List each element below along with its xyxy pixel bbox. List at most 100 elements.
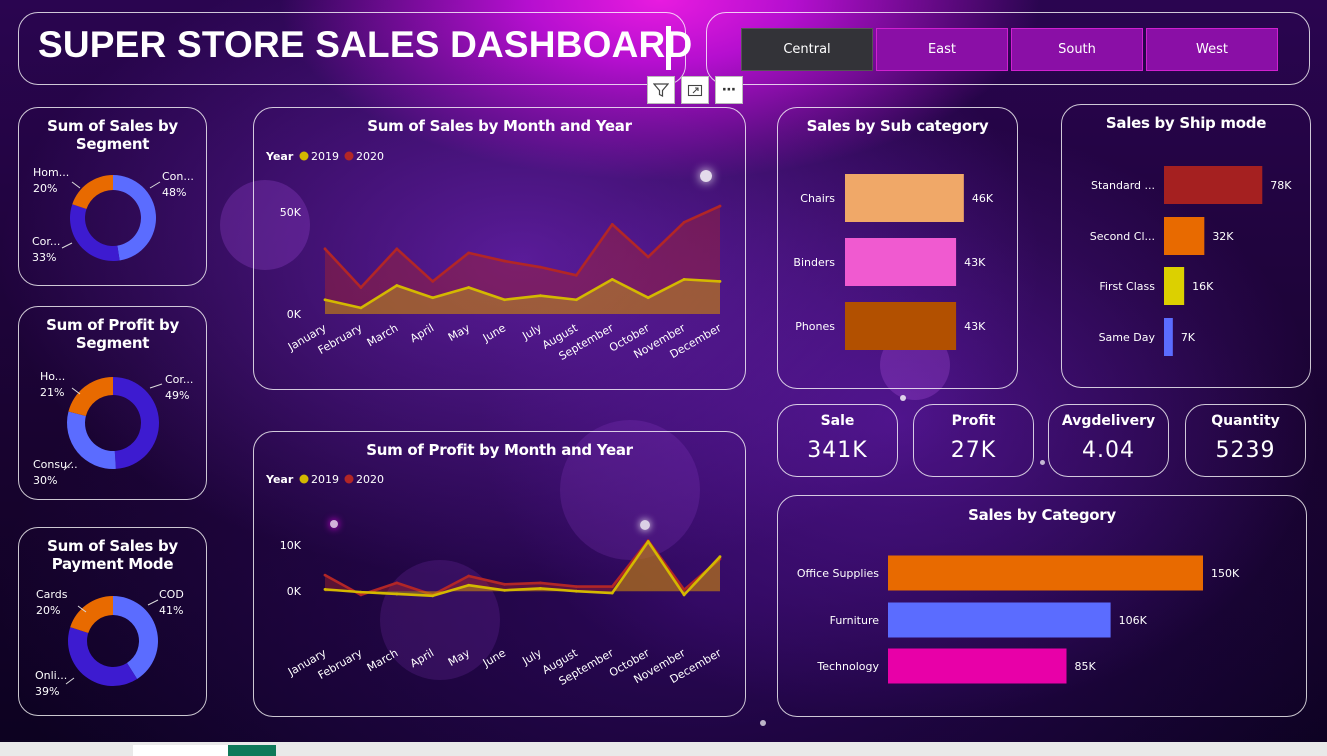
profit-month-point-2020-6 xyxy=(539,581,542,585)
profit-month-point-2019-5 xyxy=(503,588,506,592)
profit-month-point-2019-2 xyxy=(395,592,399,596)
region-button-central[interactable]: Central xyxy=(741,28,873,71)
category-bar-0 xyxy=(888,555,1203,591)
payment-mode-leader-1 xyxy=(65,677,75,685)
kpi-profit-card: Profit 27K xyxy=(913,404,1034,477)
shipmode-category-2: First Class xyxy=(1099,280,1155,293)
subcategory-value-0: 46K xyxy=(972,192,994,205)
profit-month-point-2019-6 xyxy=(539,587,542,590)
payment-mode-leader-2 xyxy=(77,605,87,613)
profit-month-point-2020-5 xyxy=(503,582,506,586)
shipmode-value-0: 78K xyxy=(1270,179,1292,192)
app-status-bar xyxy=(0,742,1327,756)
profit-segment-slice-pct-0: 49% xyxy=(165,389,189,402)
category-panel: Sales by Category xyxy=(777,495,1307,717)
filter-icon[interactable] xyxy=(647,76,675,104)
sales-month-area-2019 xyxy=(325,279,720,314)
shipmode-bar-1 xyxy=(1164,217,1205,255)
sales-month-point-2020-0 xyxy=(323,247,327,251)
sales-segment-slice-0 xyxy=(113,175,157,261)
dashboard-title: SUPER STORE SALES DASHBOARD xyxy=(38,24,693,65)
subcategory-category-0: Chairs xyxy=(800,192,835,205)
sales-month-point-2019-6 xyxy=(539,294,542,298)
sales-month-point-2019-8 xyxy=(610,277,614,281)
sales-segment-leader-0 xyxy=(149,181,161,189)
region-button-east[interactable]: East xyxy=(876,28,1008,71)
sales-segment-title: Sum of Sales by Segment xyxy=(47,117,178,153)
profit-month-legend-title: Year xyxy=(265,473,294,486)
shipmode-value-1: 32K xyxy=(1212,230,1234,243)
subcategory-title: Sales by Sub category xyxy=(806,117,989,135)
profit-month-point-2019-7 xyxy=(574,589,578,593)
shipmode-category-1: Second Cl... xyxy=(1090,230,1155,243)
payment-mode-slice-pct-1: 39% xyxy=(35,685,59,698)
more-options-icon[interactable]: ⋯ xyxy=(715,76,743,104)
profit-month-point-2020-0 xyxy=(323,573,327,577)
subcategory-panel: Sales by Sub category xyxy=(777,107,1018,389)
sheet-tab-active[interactable] xyxy=(228,745,276,756)
profit-month-xtick-3: April xyxy=(408,646,436,670)
sales-month-legend-dot-0 xyxy=(299,151,309,161)
kpi-quantity-title: Quantity xyxy=(1211,413,1280,429)
payment-mode-slice-1 xyxy=(67,627,138,687)
sales-segment-slice-pct-1: 33% xyxy=(32,251,56,264)
kpi-sale-value: 341K xyxy=(807,438,868,463)
sales-segment-slice-1 xyxy=(70,204,120,261)
profit-month-line-2019 xyxy=(324,540,721,598)
profit-segment-slice-label-1: Consu... xyxy=(33,458,78,471)
kpi-delivery-title: Avgdelivery xyxy=(1061,413,1156,429)
subcategory-bar-1 xyxy=(845,238,957,286)
profit-month-legend-label-1: 2020 xyxy=(356,473,384,486)
profit-month-legend-dot-0 xyxy=(299,474,309,484)
sales-month-legend-title: Year xyxy=(265,150,294,163)
sales-month-line-2019 xyxy=(324,278,721,310)
subcategory-value-1: 43K xyxy=(964,256,986,269)
profit-month-ytick-1: 10K xyxy=(280,539,302,552)
subcategory-category-1: Binders xyxy=(793,256,835,269)
sales-month-xtick-5: June xyxy=(480,321,508,345)
shipmode-category-0: Standard ... xyxy=(1091,179,1155,192)
shipmode-bar-2 xyxy=(1164,267,1185,305)
profit-segment-leader-1 xyxy=(63,461,73,471)
profit-segment-panel: Sum of Profit by Segment xyxy=(18,306,207,500)
sales-month-point-2019-2 xyxy=(395,284,399,287)
profit-month-point-2019-8 xyxy=(610,591,614,595)
profit-month-panel: Sum of Profit by Month and Year xyxy=(253,431,746,717)
sales-segment-slice-pct-0: 48% xyxy=(162,186,186,199)
sales-segment-leader-2 xyxy=(71,181,81,189)
category-title: Sales by Category xyxy=(968,506,1116,524)
payment-mode-leader-0 xyxy=(147,599,159,606)
category-category-0: Office Supplies xyxy=(797,567,879,580)
sales-month-point-2020-6 xyxy=(539,265,542,269)
category-bar-2 xyxy=(888,648,1067,684)
sales-month-legend-label-0: 2019 xyxy=(311,150,339,163)
kpi-delivery-card: Avgdelivery 4.04 xyxy=(1048,404,1169,477)
sales-month-point-2020-8 xyxy=(610,223,614,226)
profit-month-point-2020-1 xyxy=(359,593,363,597)
sheet-tab[interactable] xyxy=(133,745,228,756)
subcategory-bar-2 xyxy=(845,302,957,350)
sales-month-point-2020-5 xyxy=(503,259,506,263)
sales-month-point-2019-5 xyxy=(503,298,506,302)
sales-month-point-2019-1 xyxy=(359,306,363,310)
sales-month-point-2020-9 xyxy=(646,255,650,259)
focus-mode-icon[interactable] xyxy=(681,76,709,104)
profit-segment-slice-1 xyxy=(66,411,116,470)
shipmode-value-3: 7K xyxy=(1181,331,1196,344)
sales-month-ytick-1: 50K xyxy=(280,206,302,219)
category-value-0: 150K xyxy=(1211,567,1240,580)
category-value-1: 106K xyxy=(1119,614,1148,627)
sales-month-point-2019-11 xyxy=(718,280,722,283)
region-button-south[interactable]: South xyxy=(1011,28,1143,71)
profit-segment-slice-label-0: Cor... xyxy=(165,373,193,386)
payment-mode-title: Sum of Sales by Payment Mode xyxy=(47,537,178,573)
sales-segment-panel: Sum of Sales by Segment xyxy=(18,107,207,286)
sales-month-point-2020-1 xyxy=(359,286,363,289)
sales-month-point-2020-7 xyxy=(574,273,578,277)
profit-month-legend-dot-1 xyxy=(344,474,354,484)
profit-month-point-2019-11 xyxy=(718,555,722,559)
shipmode-title: Sales by Ship mode xyxy=(1105,114,1267,132)
region-button-west[interactable]: West xyxy=(1146,28,1278,71)
sales-month-point-2020-10 xyxy=(682,220,686,224)
shipmode-panel: Sales by Ship mode xyxy=(1061,104,1311,388)
